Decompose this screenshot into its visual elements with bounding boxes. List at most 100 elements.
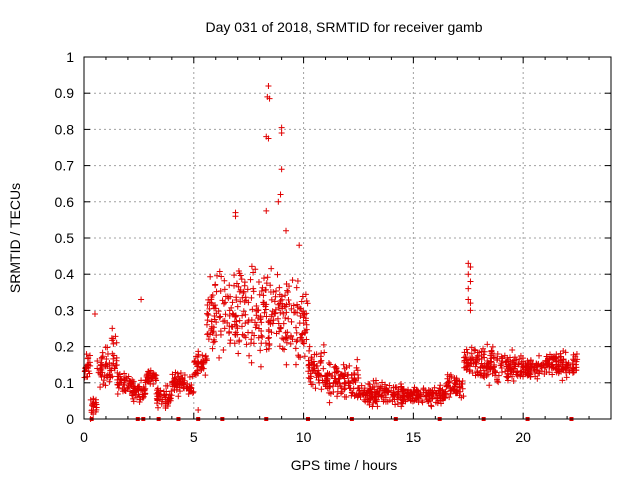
data-point bbox=[300, 340, 307, 347]
data-point bbox=[98, 367, 105, 374]
data-point bbox=[533, 360, 540, 367]
data-point bbox=[129, 380, 136, 387]
data-point bbox=[332, 380, 339, 387]
data-point bbox=[538, 361, 545, 368]
data-point bbox=[221, 325, 228, 332]
data-point bbox=[523, 365, 530, 372]
data-point bbox=[285, 296, 292, 303]
data-point bbox=[114, 391, 121, 398]
data-point bbox=[480, 345, 487, 352]
data-point bbox=[378, 392, 385, 399]
data-point bbox=[372, 393, 379, 400]
data-point bbox=[121, 370, 128, 377]
data-point bbox=[275, 198, 282, 205]
data-point bbox=[303, 297, 310, 304]
data-point bbox=[515, 360, 522, 367]
data-point bbox=[466, 368, 473, 375]
data-point bbox=[337, 372, 344, 379]
data-point bbox=[532, 373, 539, 380]
data-point bbox=[195, 406, 202, 413]
scatter-points bbox=[81, 82, 581, 422]
y-tick-label: 0.2 bbox=[55, 339, 75, 355]
data-point bbox=[293, 324, 300, 331]
data-point bbox=[242, 320, 249, 327]
data-point bbox=[481, 374, 488, 381]
data-point bbox=[459, 377, 466, 384]
data-point bbox=[352, 379, 359, 386]
data-point bbox=[139, 386, 146, 393]
data-point bbox=[336, 375, 343, 382]
y-tick-label: 0.3 bbox=[55, 302, 75, 318]
data-point bbox=[203, 355, 210, 362]
data-point bbox=[280, 310, 287, 317]
data-point bbox=[270, 317, 277, 324]
data-point bbox=[220, 300, 227, 307]
data-point bbox=[527, 357, 534, 364]
data-point bbox=[257, 363, 264, 370]
data-point bbox=[444, 371, 451, 378]
data-point bbox=[202, 372, 209, 379]
data-point bbox=[213, 332, 220, 339]
data-point bbox=[209, 345, 216, 352]
data-point bbox=[390, 391, 397, 398]
data-point bbox=[371, 386, 378, 393]
x-tick-label: 0 bbox=[80, 429, 88, 445]
data-point bbox=[327, 361, 334, 368]
data-point bbox=[248, 359, 255, 366]
data-point bbox=[101, 372, 108, 379]
data-point bbox=[130, 398, 137, 405]
data-point bbox=[121, 381, 128, 388]
data-point bbox=[354, 371, 361, 378]
data-point bbox=[200, 365, 207, 372]
data-point bbox=[299, 330, 306, 337]
chart-title: Day 031 of 2018, SRMTID for receiver gam… bbox=[205, 19, 482, 35]
data-point bbox=[194, 367, 201, 374]
data-point bbox=[288, 318, 295, 325]
data-point bbox=[465, 271, 472, 278]
data-point bbox=[365, 398, 372, 405]
data-point bbox=[498, 361, 505, 368]
data-point bbox=[320, 341, 327, 348]
data-point bbox=[283, 309, 290, 316]
data-point bbox=[221, 286, 228, 293]
data-point bbox=[434, 400, 441, 407]
data-point bbox=[486, 382, 493, 389]
data-point bbox=[465, 260, 472, 267]
data-point bbox=[235, 350, 242, 357]
data-point bbox=[549, 371, 556, 378]
data-point bbox=[184, 380, 191, 387]
data-point bbox=[306, 347, 313, 354]
data-point bbox=[351, 376, 358, 383]
data-point bbox=[89, 401, 96, 408]
data-point bbox=[88, 407, 95, 414]
data-point bbox=[363, 389, 370, 396]
data-point bbox=[208, 318, 215, 325]
data-point bbox=[293, 284, 300, 291]
data-point bbox=[275, 301, 282, 308]
data-point bbox=[461, 349, 468, 356]
data-point bbox=[489, 366, 496, 373]
data-point bbox=[392, 401, 399, 408]
data-point bbox=[326, 399, 333, 406]
data-point bbox=[573, 364, 580, 371]
data-point bbox=[429, 387, 436, 394]
data-point bbox=[290, 309, 297, 316]
data-point bbox=[504, 374, 511, 381]
data-point bbox=[326, 383, 333, 390]
data-point bbox=[448, 387, 455, 394]
data-point bbox=[208, 294, 215, 301]
data-point bbox=[212, 302, 219, 309]
data-point bbox=[239, 294, 246, 301]
data-point bbox=[400, 398, 407, 405]
data-point bbox=[243, 341, 250, 348]
data-point bbox=[216, 268, 223, 275]
data-point bbox=[232, 213, 239, 220]
data-point bbox=[279, 303, 286, 310]
data-point bbox=[161, 391, 168, 398]
data-point bbox=[316, 379, 323, 386]
data-point bbox=[263, 207, 270, 214]
data-point bbox=[240, 308, 247, 315]
data-point bbox=[509, 346, 516, 353]
data-point bbox=[200, 359, 207, 366]
data-point bbox=[484, 371, 491, 378]
